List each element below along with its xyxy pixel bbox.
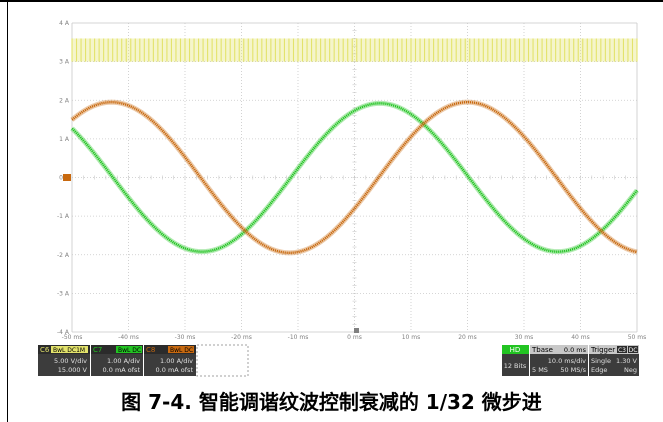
y-tick-label: 3 A — [59, 59, 70, 66]
channel-c8-id: C8 — [146, 346, 155, 354]
series-c6-band — [72, 38, 637, 62]
channel-c6-tags: BwL DC1M — [53, 347, 85, 354]
channel-c6-vdiv: 5.00 V/div — [54, 357, 87, 365]
trigger-type: Edge — [591, 366, 607, 374]
tbase-label: Tbase — [531, 346, 553, 354]
x-tick-label: -10 ms — [288, 334, 309, 341]
series-c6-trace — [71, 38, 638, 62]
trigger-channel: C3 — [618, 347, 626, 354]
tbase-samples: 5 MS — [532, 366, 548, 374]
x-tick-label: -50 ms — [62, 334, 83, 341]
x-tick-label: -30 ms — [175, 334, 196, 341]
trigger-mode: Single — [591, 357, 611, 365]
hd-box[interactable]: HD 12 Bits — [502, 345, 529, 376]
channel-c8-ofst: 0.0 mA ofst — [156, 366, 194, 374]
trigger-level: 1.30 V — [616, 357, 638, 365]
tbase-div: 10.0 ms/div — [548, 357, 586, 365]
trigger-slope: Neg — [624, 366, 637, 374]
x-tick-label: 10 ms — [402, 334, 421, 341]
figure-caption: 图 7-4. 智能调谐纹波控制衰减的 1/32 微步进 — [121, 390, 542, 414]
x-tick-label: 0 ms — [347, 334, 362, 341]
x-tick-label: 30 ms — [515, 334, 534, 341]
y-tick-label: -3 A — [57, 290, 70, 297]
channel-c7-id: C7 — [93, 346, 102, 354]
x-tick-label: -40 ms — [118, 334, 139, 341]
empty-channel-slot[interactable] — [196, 344, 249, 377]
hd-label: HD — [510, 346, 521, 354]
channel-c8-box[interactable]: C8 BwL DC 1.00 A/div 0.0 mA ofst — [144, 345, 196, 376]
trigger-coupling: DC — [629, 347, 638, 354]
channel-c7-ofst: 0.0 mA ofst — [103, 366, 141, 374]
channel-c8-tags: BwL DC — [170, 347, 193, 354]
y-tick-label: 1 A — [59, 136, 70, 143]
y-tick-label: 2 A — [59, 97, 70, 104]
trigger-position-marker — [354, 328, 359, 333]
y-tick-label: -2 A — [57, 252, 70, 259]
channel-c7-vdiv: 1.00 A/div — [107, 357, 140, 365]
y-tick-label: 4 A — [59, 20, 70, 27]
x-tick-label: -20 ms — [231, 334, 252, 341]
hd-bits: 12 Bits — [504, 362, 527, 370]
y-tick-label: -4 A — [57, 329, 70, 336]
channel-c6-box[interactable]: C6 BwL DC1M 5.00 V/div 15.000 V — [38, 345, 90, 376]
y-tick-label: -1 A — [57, 213, 70, 220]
x-tick-label: 50 ms — [628, 334, 647, 341]
series-c8-trace — [71, 100, 638, 255]
channel-c7-box[interactable]: C7 BwL DC 1.00 A/div 0.0 mA ofst — [91, 345, 143, 376]
x-axis-labels: -50 ms -40 ms -30 ms -20 ms -10 ms 0 ms 10 ms 2… — [62, 334, 647, 341]
series-layer — [70, 38, 639, 256]
channel-c8-vdiv: 1.00 A/div — [160, 357, 193, 365]
x-tick-label: 40 ms — [571, 334, 590, 341]
channel-c6-id: C6 — [40, 346, 50, 354]
ground-marker — [63, 174, 71, 181]
x-tick-label: 20 ms — [458, 334, 477, 341]
tbase-rate: 50 MS/s — [560, 366, 586, 374]
series-c7-trace — [71, 102, 638, 253]
grid — [71, 22, 638, 333]
timebase-box[interactable]: Tbase 0.0 ms 10.0 ms/div 5 MS 50 MS/s — [530, 345, 588, 376]
channel-c7-tags: BwL DC — [118, 347, 141, 354]
left-rule — [7, 0, 8, 422]
channel-c6-ofst: 15.000 V — [58, 366, 88, 374]
oscilloscope-plot: 4 A3 A2 A1 A0 A-1 A-2 A-3 A-4 A -50 ms-4… — [38, 20, 647, 377]
tbase-value: 0.0 ms — [564, 346, 587, 354]
top-rule — [0, 0, 663, 2]
trigger-box[interactable]: Trigger C3 DC Single 1.30 V Edge Neg — [589, 345, 639, 376]
trigger-label: Trigger — [590, 346, 615, 354]
